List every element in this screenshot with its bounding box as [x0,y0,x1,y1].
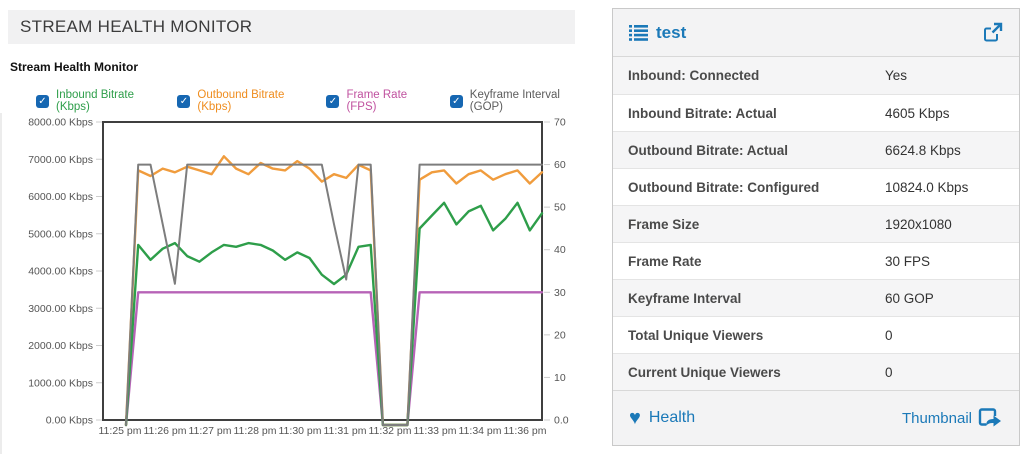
x-axis-label: 11:31 pm [324,425,367,437]
row-value: 0 [885,364,893,380]
row-label: Frame Rate [628,253,702,269]
thumbnail-label: Thumbnail [901,409,972,427]
panel-header: STREAM HEALTH MONITOR [8,10,575,44]
y-axis-left-label: 6000.00 Kbps [28,191,93,203]
stream-info-footer: ♥ Health Thumbnail [613,390,1019,445]
table-row: Current Unique Viewers 0 [613,353,1019,390]
y-axis-right-label: 50 [554,202,566,214]
row-label: Inbound: Connected [628,68,760,83]
x-axis-label: 11:34 pm [459,425,502,437]
x-axis-label: 11:28 pm [234,425,277,437]
stream-info-panel: test Inbound: Connected Yes Inbound Bitr… [612,8,1020,446]
stream-health-chart: 8000.00 Kbps 7000.00 Kbps 6000.00 Kbps 5000… [28,117,569,438]
legend-item-keyframe-interval[interactable]: ✓ Keyframe Interval (GOP) [449,89,575,113]
x-axis-label: 11:33 pm [414,425,457,437]
row-value: Yes [885,68,908,83]
table-row: Inbound: Connected Yes [613,57,1019,94]
legend-label: Outbound Bitrate (Kbps) [197,89,285,113]
plot-border [102,121,543,421]
y-axis-right-label: 60 [554,159,566,171]
y-axis-left-label: 1000.00 Kbps [28,377,93,389]
y-axis-left-label: 7000.00 Kbps [28,154,93,166]
open-external-button[interactable] [982,22,1003,43]
chart-title: Stream Health Monitor [10,60,139,74]
heart-icon: ♥ [629,407,641,429]
thumbnail-link[interactable]: Thumbnail [902,407,1003,429]
legend-label: Inbound Bitrate (Kbps) [56,89,135,113]
keyframe-interval-gop-line [125,163,543,426]
legend-item-inbound-bitrate[interactable]: ✓ Inbound Bitrate (Kbps) [36,89,151,113]
thumbnail-refresh-icon [978,408,1001,427]
x-axis-label: 11:36 pm [504,425,547,437]
legend-label: Frame Rate (FPS) [346,89,408,113]
y-axis-left-label: 0.00 Kbps [46,415,93,427]
row-label: Frame Size [628,216,700,232]
y-axis-right-label: 30 [554,287,566,299]
checkbox-icon[interactable]: ✓ [177,94,191,108]
checkbox-icon[interactable]: ✓ [36,94,49,108]
table-row: Frame Size 1920x1080 [613,205,1019,242]
row-value: 6624.8 Kbps [885,142,961,158]
panel-header-title: STREAM HEALTH MONITOR [20,17,253,36]
stream-info-header: test [613,9,1019,57]
y-axis-left-label: 3000.00 Kbps [28,303,93,315]
legend-item-frame-rate[interactable]: ✓ Frame Rate (FPS) [326,89,423,113]
external-link-icon [984,22,1003,42]
panel-left-edge [0,113,2,454]
x-axis-label: 11:25 pm [99,425,142,437]
legend-item-outbound-bitrate[interactable]: ✓ Outbound Bitrate (Kbps) [177,89,300,113]
table-row: Frame Rate 30 FPS [613,242,1019,279]
row-label: Total Unique Viewers [628,327,764,343]
row-label: Outbound Bitrate: Actual [628,142,788,158]
row-value: 30 FPS [885,253,931,269]
row-label: Keyframe Interval [628,290,742,306]
health-label: Health [648,409,696,426]
table-row: Inbound Bitrate: Actual 4605 Kbps [613,94,1019,131]
chart-legend: ✓ Inbound Bitrate (Kbps) ✓ Outbound Bitr… [36,89,575,113]
checkbox-icon[interactable]: ✓ [449,94,463,108]
row-label: Inbound Bitrate: Actual [628,105,777,121]
stream-health-panel: STREAM HEALTH MONITOR Stream Health Moni… [0,0,575,458]
checkbox-icon[interactable]: ✓ [326,94,340,108]
y-axis-left-label: 8000.00 Kbps [28,117,93,129]
outbound-bitrate-kbps-line [124,155,544,427]
stream-info-table: Inbound: Connected Yes Inbound Bitrate: … [613,57,1019,390]
inbound-bitrate-kbps-line [124,201,544,427]
x-axis-label: 11:26 pm [144,425,187,437]
y-axis-left-label: 4000.00 Kbps [28,266,93,278]
row-value: 60 GOP [885,290,934,306]
stream-name-link[interactable]: test [656,22,687,42]
row-label: Outbound Bitrate: Configured [628,179,820,195]
row-value: 10824.0 Kbps [885,179,969,195]
row-value: 1920x1080 [885,216,952,232]
y-axis-left-label: 2000.00 Kbps [28,340,93,352]
row-value: 0 [885,327,893,343]
x-axis-label: 11:30 pm [279,425,322,437]
row-label: Current Unique Viewers [628,364,781,380]
list-icon [629,24,648,41]
y-axis-right-label: 10 [554,372,566,384]
legend-label: Keyframe Interval (GOP) [469,89,560,113]
table-row: Outbound Bitrate: Actual 6624.8 Kbps [613,131,1019,168]
y-axis-right-label: 40 [554,244,566,256]
table-row: Keyframe Interval 60 GOP [613,279,1019,316]
row-value: 4605 Kbps [885,105,950,121]
y-axis-right-label: 70 [554,117,566,129]
table-row: Total Unique Viewers 0 [613,316,1019,353]
y-axis-left-label: 5000.00 Kbps [28,228,93,240]
x-axis-label: 11:32 pm [369,425,412,437]
x-axis-label: 11:27 pm [189,425,232,437]
y-axis-right-label: 20 [554,329,566,341]
health-link[interactable]: ♥ Health [629,408,695,428]
y-axis-right-label: 0.0 [554,415,569,427]
frame-rate-fps-line [124,291,544,427]
table-row: Outbound Bitrate: Configured 10824.0 Kbp… [613,168,1019,205]
